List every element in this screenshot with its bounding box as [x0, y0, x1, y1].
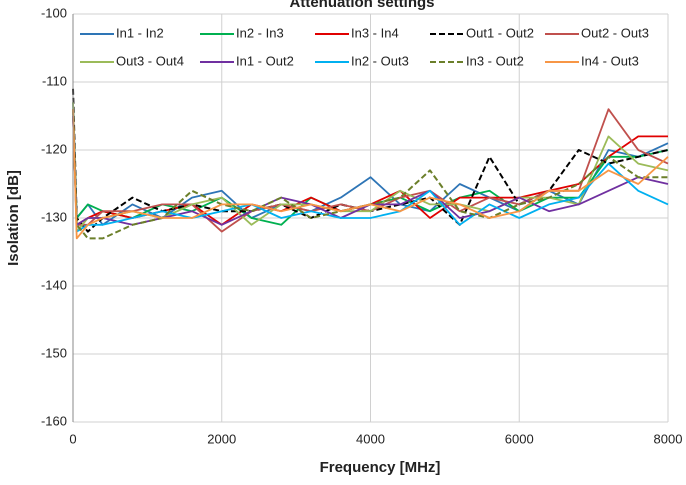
legend-label: In2 - Out3 [351, 53, 409, 68]
x-tick-label: 2000 [207, 431, 236, 446]
chart-title: Attenuation settings [290, 0, 435, 11]
x-tick-label: 4000 [356, 431, 385, 446]
legend-label: In4 - Out3 [581, 53, 639, 68]
series-line [72, 88, 669, 233]
y-tick-label: -160 [41, 413, 67, 428]
x-tick-label: 8000 [654, 431, 683, 446]
legend-label: In3 - Out2 [466, 53, 524, 68]
legend-label: In1 - Out2 [236, 53, 294, 68]
legend-label: Out3 - Out4 [116, 53, 184, 68]
y-tick-label: -120 [41, 141, 67, 156]
y-tick-label: -100 [41, 5, 67, 20]
y-tick-label: -130 [41, 209, 67, 224]
y-tick-label: -110 [42, 73, 67, 88]
series-line [72, 109, 669, 240]
legend-label: In1 - In2 [116, 25, 164, 40]
legend-label: Out1 - Out2 [466, 25, 534, 40]
x-tick-label: 6000 [505, 431, 534, 446]
y-axis-label: Isolation [dB] [5, 170, 22, 266]
series-line [72, 109, 669, 233]
x-axis-label: Frequency [MHz] [320, 459, 441, 476]
legend-label: In2 - In3 [236, 25, 284, 40]
y-tick-label: -150 [41, 345, 67, 360]
y-tick-label: -140 [41, 277, 67, 292]
legend-label: In3 - In4 [351, 25, 399, 40]
x-tick-label: 0 [69, 431, 76, 446]
legend-label: Out2 - Out3 [581, 25, 649, 40]
